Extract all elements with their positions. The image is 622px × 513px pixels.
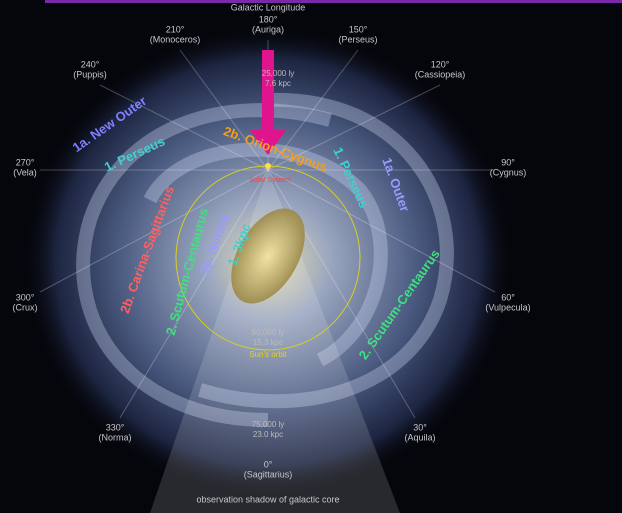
longitude-degree: 90° — [501, 157, 515, 167]
longitude-constellation: (Cassiopeia) — [415, 69, 466, 79]
longitude-degree: 330° — [106, 422, 125, 432]
longitude-degree: 210° — [166, 24, 185, 34]
longitude-degree: 240° — [81, 59, 100, 69]
longitude-constellation: (Aquila) — [404, 432, 435, 442]
distance-label: 7.6 kpc — [265, 79, 291, 88]
shadow-label: observation shadow of galactic core — [196, 494, 339, 504]
distance-label: 50,000 ly — [252, 328, 284, 337]
longitude-degree: 60° — [501, 292, 515, 302]
solar-system-label: Solar System — [249, 177, 291, 184]
top-bar — [45, 0, 622, 3]
longitude-degree: 180° — [259, 14, 278, 24]
longitude-constellation: (Vulpecula) — [485, 302, 530, 312]
orbit-label: Sun's orbit — [249, 350, 287, 359]
distance-label: 23.0 kpc — [253, 430, 283, 439]
longitude-constellation: (Sagittarius) — [244, 469, 293, 479]
axis-title: Galactic Longitude — [231, 2, 306, 12]
arrow-shaft — [262, 50, 274, 132]
distance-label: 15.3 kpc — [253, 338, 283, 347]
longitude-constellation: (Cygnus) — [490, 167, 527, 177]
longitude-degree: 270° — [16, 157, 35, 167]
longitude-constellation: (Crux) — [13, 302, 38, 312]
longitude-constellation: (Vela) — [13, 167, 37, 177]
longitude-constellation: (Puppis) — [73, 69, 107, 79]
longitude-degree: 150° — [349, 24, 368, 34]
galaxy-map: Galactic Longitude 180°(Auriga) 150°(Pers… — [0, 0, 622, 513]
longitude-constellation: (Norma) — [99, 432, 132, 442]
distance-label: 25,000 ly — [262, 69, 294, 78]
page: Galactic Longitude 180°(Auriga) 150°(Pers… — [0, 0, 622, 513]
longitude-constellation: (Perseus) — [338, 34, 377, 44]
sun — [265, 163, 271, 169]
longitude-constellation: (Auriga) — [252, 24, 284, 34]
distance-label: 75,000 ly — [252, 420, 284, 429]
longitude-degree: 120° — [431, 59, 450, 69]
longitude-degree: 300° — [16, 292, 35, 302]
longitude-degree: 30° — [413, 422, 427, 432]
longitude-degree: 0° — [264, 459, 273, 469]
longitude-constellation: (Monoceros) — [150, 34, 201, 44]
